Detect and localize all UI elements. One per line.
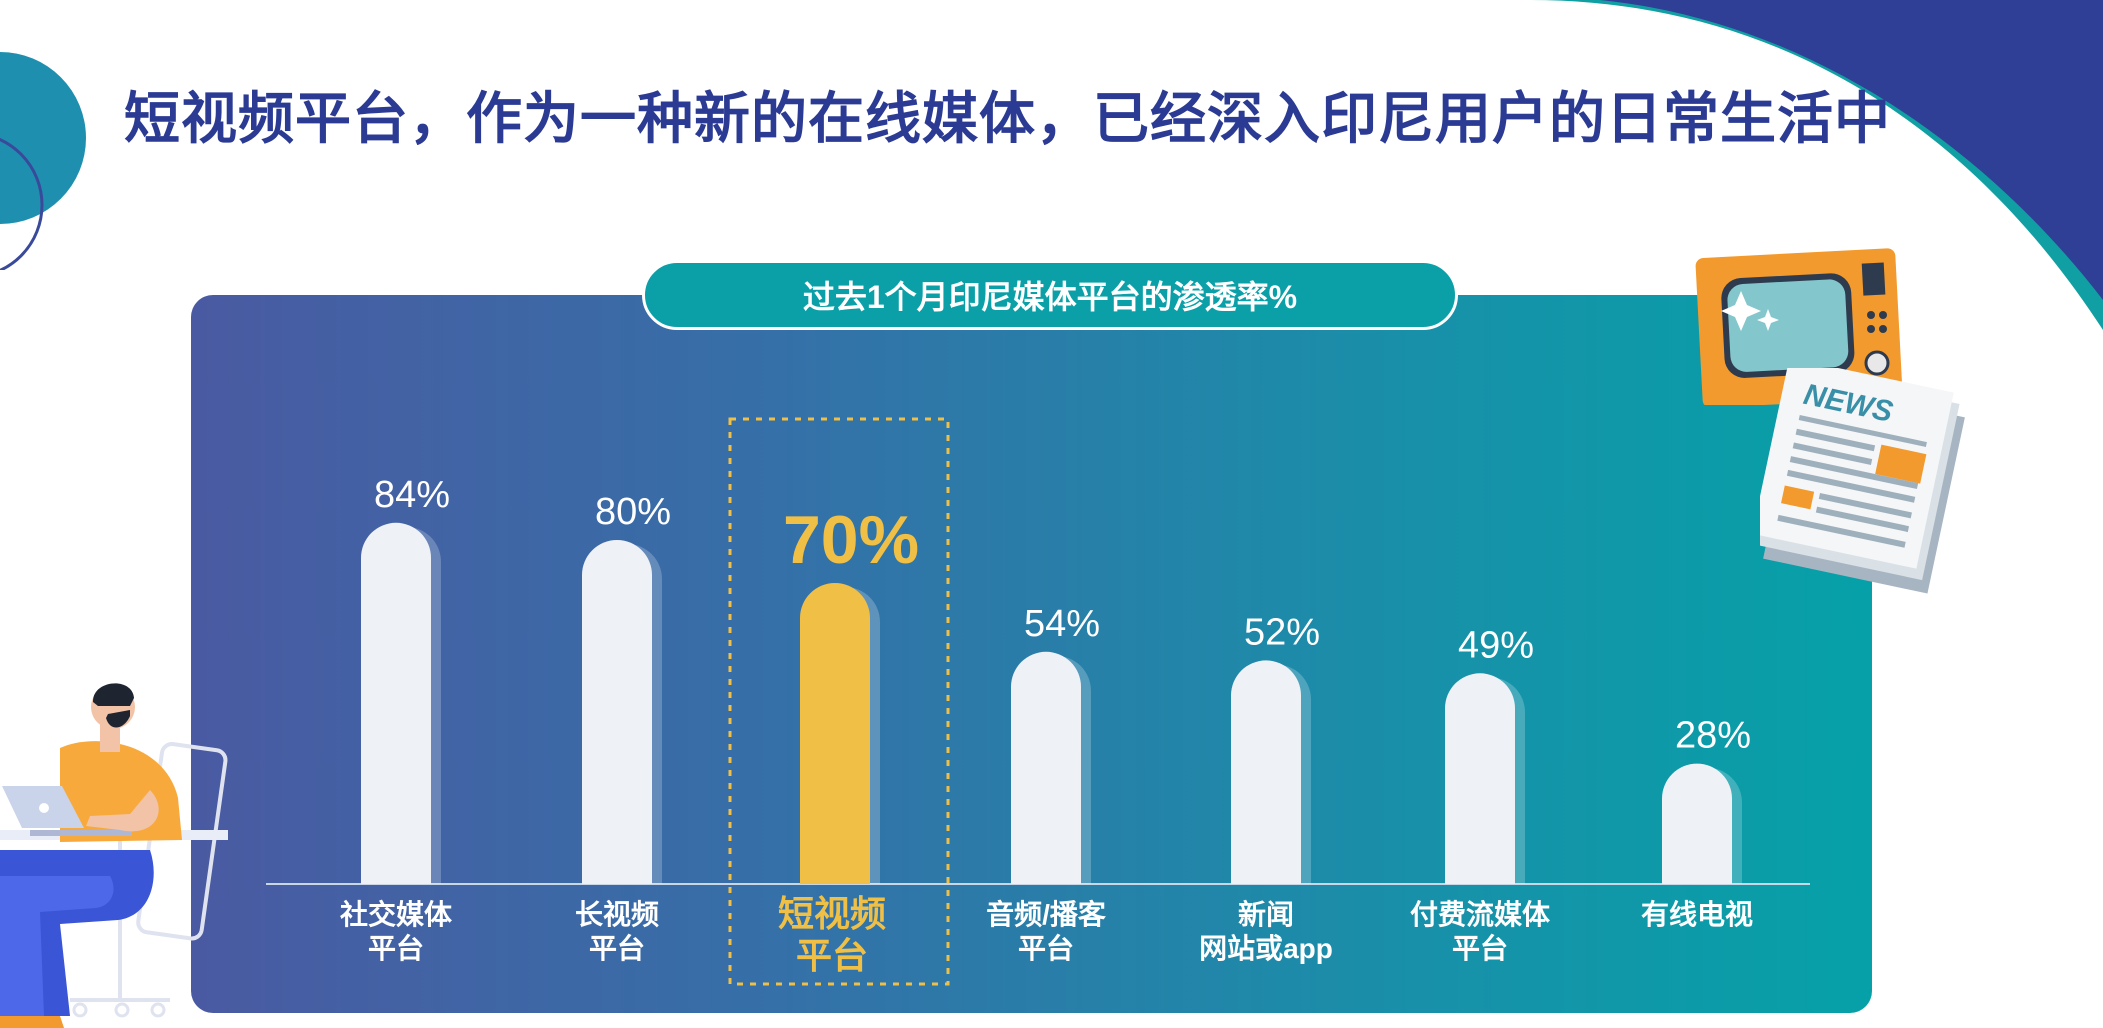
person-with-laptop-icon (0, 683, 228, 1028)
value-label-4: 52% (1244, 611, 1320, 653)
value-label-1: 80% (595, 491, 671, 533)
bar-3 (1011, 651, 1081, 884)
retro-tv-icon (1695, 248, 1903, 405)
value-label-0: 84% (374, 474, 450, 516)
page-title: 短视频平台，作为一种新的在线媒体，已经深入印尼用户的日常生活中 (124, 87, 1891, 150)
category-label-0: 平台 (368, 932, 424, 964)
bar-2 (800, 583, 870, 884)
category-label-5: 付费流媒体 (1410, 899, 1551, 930)
category-label-3: 音频/播客 (986, 898, 1107, 930)
chart-panel (191, 295, 1872, 1013)
category-label-4: 网站或app (1199, 933, 1333, 964)
left-circle-decoration (0, 52, 86, 270)
bar-6 (1662, 763, 1732, 884)
category-label-2: 短视频 (778, 893, 886, 934)
bar-0 (361, 522, 431, 884)
newspaper-icon: NEWS (1760, 368, 1965, 594)
category-label-1: 长视频 (575, 899, 659, 930)
value-label-5: 49% (1458, 624, 1534, 666)
bar-5 (1445, 673, 1515, 884)
value-label-6: 28% (1675, 715, 1751, 757)
category-label-1: 平台 (589, 932, 645, 964)
bar-4 (1231, 660, 1301, 884)
category-label-4: 新闻 (1238, 899, 1294, 930)
category-label-6: 有线电视 (1641, 899, 1753, 930)
value-label-2: 70% (783, 502, 919, 578)
value-label-3: 54% (1024, 603, 1100, 645)
chart-title: 过去1个月印尼媒体平台的渗透率% (642, 260, 1458, 330)
bar-1 (582, 540, 652, 884)
highlight-box (728, 417, 950, 986)
category-label-3: 平台 (1018, 932, 1074, 964)
category-label-0: 社交媒体 (340, 898, 453, 930)
category-label-5: 平台 (1452, 932, 1508, 964)
category-label-2: 平台 (796, 935, 868, 976)
